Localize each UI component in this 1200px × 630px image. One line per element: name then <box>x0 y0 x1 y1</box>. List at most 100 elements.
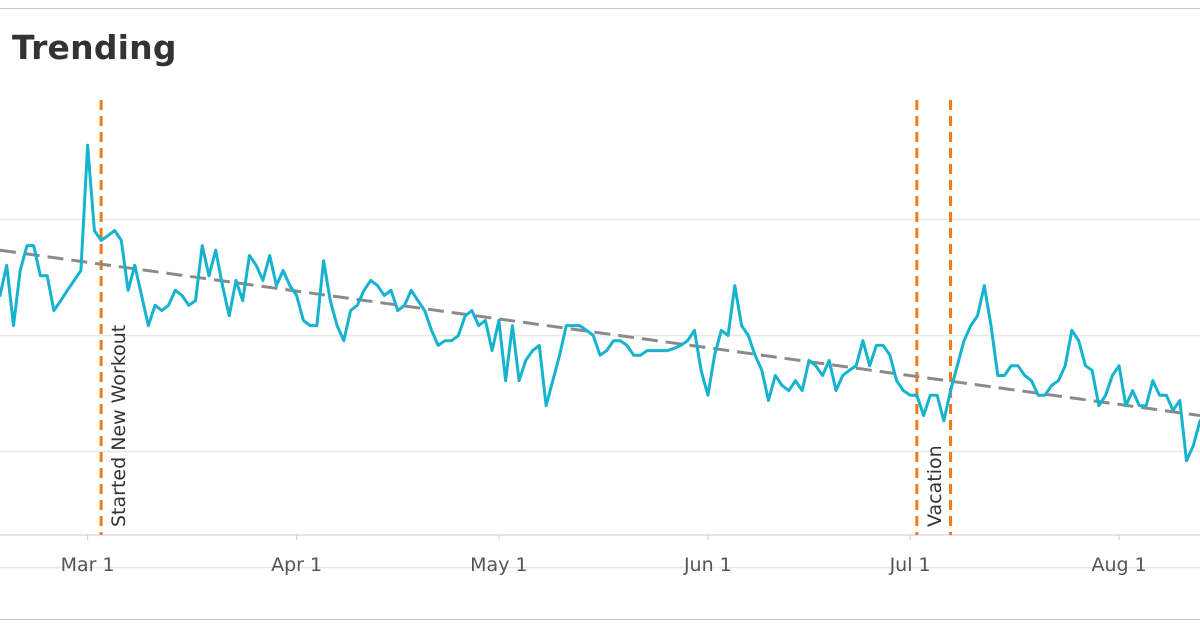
data-point <box>565 325 567 327</box>
data-point <box>221 285 224 287</box>
data-point <box>727 334 729 337</box>
data-point <box>329 300 331 302</box>
data-point <box>612 340 615 342</box>
data-point <box>747 334 749 337</box>
data-point <box>626 344 628 346</box>
data-point <box>6 264 8 266</box>
data-point <box>1017 365 1019 367</box>
data-point <box>1159 394 1161 396</box>
data-point <box>828 359 830 361</box>
data-point <box>1125 405 1127 407</box>
data-point <box>498 319 500 321</box>
data-point <box>869 365 871 367</box>
data-point <box>936 394 938 396</box>
data-point <box>1132 390 1134 392</box>
data-point <box>767 399 770 402</box>
page-title: Trending <box>12 28 177 67</box>
data-point <box>430 329 433 331</box>
data-point <box>525 359 527 361</box>
data-point <box>397 310 399 312</box>
data-point <box>451 340 453 342</box>
data-point <box>26 245 28 247</box>
data-point <box>552 380 554 382</box>
data-point <box>518 380 520 382</box>
data-point <box>471 310 473 312</box>
x-tick-label: Mar 1 <box>61 554 115 576</box>
data-point <box>956 365 958 367</box>
data-point <box>606 350 608 352</box>
data-point <box>976 315 979 317</box>
data-point <box>909 394 911 396</box>
data-point <box>87 144 89 146</box>
data-point <box>929 394 931 396</box>
data-point <box>336 325 338 327</box>
data-point <box>424 310 426 312</box>
data-point <box>673 347 675 349</box>
x-tick-label: Aug 1 <box>1091 554 1146 576</box>
data-point <box>390 289 392 291</box>
series-layer <box>0 143 1200 463</box>
data-point <box>73 279 75 281</box>
data-point <box>201 245 203 247</box>
data-point <box>1003 374 1006 377</box>
data-point <box>660 350 662 352</box>
data-point <box>316 325 318 327</box>
data-point <box>579 325 581 327</box>
label-layer: Started New Workout Vacation <box>108 325 946 527</box>
data-point <box>970 325 972 327</box>
data-point <box>619 340 621 342</box>
data-point <box>457 334 459 337</box>
data-point <box>896 380 898 382</box>
data-point <box>666 350 669 352</box>
data-point <box>1037 394 1039 396</box>
data-point <box>1118 365 1120 367</box>
data-point <box>350 310 352 312</box>
data-point <box>646 350 648 352</box>
data-point <box>1111 374 1113 377</box>
data-point <box>639 354 642 356</box>
data-point <box>208 275 210 277</box>
data-point <box>1084 365 1086 367</box>
data-point <box>1091 369 1093 371</box>
data-point <box>478 325 480 327</box>
data-point <box>255 264 257 266</box>
data-point <box>403 304 406 306</box>
data-point <box>491 350 493 352</box>
data-point <box>916 394 918 396</box>
annotation-layer <box>99 100 953 535</box>
chart-frame <box>0 8 1200 620</box>
data-point <box>855 365 857 367</box>
data-point <box>983 285 985 287</box>
data-point <box>383 294 385 297</box>
data-point <box>653 350 655 352</box>
data-point <box>282 269 284 272</box>
data-point <box>1145 405 1147 407</box>
data-point <box>875 344 878 346</box>
data-point <box>781 384 783 386</box>
data-point <box>734 285 736 287</box>
data-point <box>46 275 48 277</box>
data-point <box>39 275 42 277</box>
data-point <box>505 380 507 382</box>
data-point <box>1192 445 1194 447</box>
x-axis: Mar 1 Apr 1 May 1 Jun 1 Jul 1 Aug 1 <box>61 535 1147 576</box>
data-point <box>532 350 534 352</box>
data-point <box>720 329 722 331</box>
data-point <box>134 264 136 266</box>
data-point <box>1030 380 1033 382</box>
trendline-layer <box>0 248 1200 418</box>
data-point <box>60 300 62 302</box>
data-point <box>572 325 574 327</box>
data-point <box>714 354 716 356</box>
data-point <box>235 279 237 281</box>
data-point <box>120 239 122 241</box>
data-point <box>356 304 358 306</box>
data-point <box>1152 380 1154 382</box>
series-line <box>0 143 1200 463</box>
data-point <box>296 294 298 297</box>
data-point <box>835 390 837 392</box>
data-point <box>1044 394 1046 396</box>
data-point <box>862 340 864 342</box>
data-point <box>248 254 250 257</box>
